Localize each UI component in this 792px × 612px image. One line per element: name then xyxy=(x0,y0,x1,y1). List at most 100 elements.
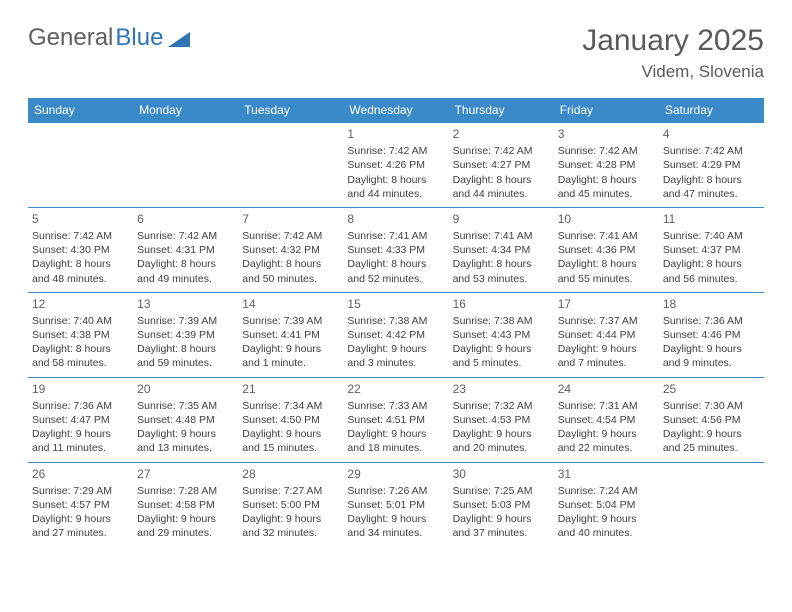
calendar-day-cell: 4Sunrise: 7:42 AMSunset: 4:29 PMDaylight… xyxy=(659,123,764,208)
dl1-text: Daylight: 9 hours xyxy=(137,512,234,526)
sunrise-text: Sunrise: 7:33 AM xyxy=(347,399,444,413)
sunset-text: Sunset: 5:01 PM xyxy=(347,498,444,512)
weekday-header: Saturday xyxy=(659,98,764,123)
calendar-day-cell xyxy=(133,123,238,208)
sunrise-text: Sunrise: 7:41 AM xyxy=(347,229,444,243)
calendar-day-cell xyxy=(659,462,764,546)
calendar-day-cell: 26Sunrise: 7:29 AMSunset: 4:57 PMDayligh… xyxy=(28,462,133,546)
sunrise-text: Sunrise: 7:24 AM xyxy=(558,484,655,498)
day-number: 15 xyxy=(347,296,444,312)
sunset-text: Sunset: 4:37 PM xyxy=(663,243,760,257)
sunset-text: Sunset: 4:38 PM xyxy=(32,328,129,342)
day-number: 18 xyxy=(663,296,760,312)
calendar-day-cell: 5Sunrise: 7:42 AMSunset: 4:30 PMDaylight… xyxy=(28,207,133,292)
calendar-day-cell: 12Sunrise: 7:40 AMSunset: 4:38 PMDayligh… xyxy=(28,292,133,377)
sunrise-text: Sunrise: 7:36 AM xyxy=(32,399,129,413)
sunset-text: Sunset: 4:33 PM xyxy=(347,243,444,257)
dl2-text: and 7 minutes. xyxy=(558,356,655,370)
dl2-text: and 59 minutes. xyxy=(137,356,234,370)
logo-triangle-icon xyxy=(168,29,190,47)
sunset-text: Sunset: 4:27 PM xyxy=(453,158,550,172)
calendar-day-cell: 29Sunrise: 7:26 AMSunset: 5:01 PMDayligh… xyxy=(343,462,448,546)
weekday-header: Sunday xyxy=(28,98,133,123)
sunrise-text: Sunrise: 7:41 AM xyxy=(558,229,655,243)
dl2-text: and 45 minutes. xyxy=(558,187,655,201)
sunset-text: Sunset: 4:29 PM xyxy=(663,158,760,172)
day-number: 25 xyxy=(663,381,760,397)
sunset-text: Sunset: 4:58 PM xyxy=(137,498,234,512)
dl1-text: Daylight: 9 hours xyxy=(32,512,129,526)
day-number: 29 xyxy=(347,466,444,482)
sunrise-text: Sunrise: 7:41 AM xyxy=(453,229,550,243)
sunrise-text: Sunrise: 7:25 AM xyxy=(453,484,550,498)
calendar-day-cell: 9Sunrise: 7:41 AMSunset: 4:34 PMDaylight… xyxy=(449,207,554,292)
day-number: 10 xyxy=(558,211,655,227)
calendar-week-row: 12Sunrise: 7:40 AMSunset: 4:38 PMDayligh… xyxy=(28,292,764,377)
calendar-day-cell: 2Sunrise: 7:42 AMSunset: 4:27 PMDaylight… xyxy=(449,123,554,208)
sunrise-text: Sunrise: 7:34 AM xyxy=(242,399,339,413)
sunset-text: Sunset: 4:47 PM xyxy=(32,413,129,427)
day-number: 21 xyxy=(242,381,339,397)
sunset-text: Sunset: 4:32 PM xyxy=(242,243,339,257)
dl1-text: Daylight: 9 hours xyxy=(242,427,339,441)
sunrise-text: Sunrise: 7:37 AM xyxy=(558,314,655,328)
sunset-text: Sunset: 4:43 PM xyxy=(453,328,550,342)
day-number: 1 xyxy=(347,126,444,142)
calendar-day-cell: 27Sunrise: 7:28 AMSunset: 4:58 PMDayligh… xyxy=(133,462,238,546)
sunrise-text: Sunrise: 7:38 AM xyxy=(347,314,444,328)
dl1-text: Daylight: 8 hours xyxy=(558,257,655,271)
sunrise-text: Sunrise: 7:30 AM xyxy=(663,399,760,413)
sunset-text: Sunset: 4:56 PM xyxy=(663,413,760,427)
weekday-header: Friday xyxy=(554,98,659,123)
sunrise-text: Sunrise: 7:40 AM xyxy=(663,229,760,243)
sunset-text: Sunset: 4:54 PM xyxy=(558,413,655,427)
day-number: 28 xyxy=(242,466,339,482)
calendar-day-cell: 6Sunrise: 7:42 AMSunset: 4:31 PMDaylight… xyxy=(133,207,238,292)
sunset-text: Sunset: 4:44 PM xyxy=(558,328,655,342)
dl2-text: and 37 minutes. xyxy=(453,526,550,540)
sunrise-text: Sunrise: 7:40 AM xyxy=(32,314,129,328)
dl2-text: and 5 minutes. xyxy=(453,356,550,370)
dl2-text: and 55 minutes. xyxy=(558,272,655,286)
weekday-header: Monday xyxy=(133,98,238,123)
calendar-day-cell: 17Sunrise: 7:37 AMSunset: 4:44 PMDayligh… xyxy=(554,292,659,377)
dl2-text: and 47 minutes. xyxy=(663,187,760,201)
calendar-day-cell: 23Sunrise: 7:32 AMSunset: 4:53 PMDayligh… xyxy=(449,377,554,462)
calendar-day-cell: 24Sunrise: 7:31 AMSunset: 4:54 PMDayligh… xyxy=(554,377,659,462)
calendar-day-cell: 30Sunrise: 7:25 AMSunset: 5:03 PMDayligh… xyxy=(449,462,554,546)
calendar-week-row: 26Sunrise: 7:29 AMSunset: 4:57 PMDayligh… xyxy=(28,462,764,546)
dl2-text: and 29 minutes. xyxy=(137,526,234,540)
dl2-text: and 13 minutes. xyxy=(137,441,234,455)
month-title: January 2025 xyxy=(582,24,764,58)
sunset-text: Sunset: 5:03 PM xyxy=(453,498,550,512)
dl1-text: Daylight: 8 hours xyxy=(347,257,444,271)
dl2-text: and 1 minute. xyxy=(242,356,339,370)
sunrise-text: Sunrise: 7:35 AM xyxy=(137,399,234,413)
dl2-text: and 11 minutes. xyxy=(32,441,129,455)
dl1-text: Daylight: 8 hours xyxy=(453,173,550,187)
dl1-text: Daylight: 9 hours xyxy=(558,342,655,356)
dl1-text: Daylight: 9 hours xyxy=(453,512,550,526)
calendar-day-cell: 21Sunrise: 7:34 AMSunset: 4:50 PMDayligh… xyxy=(238,377,343,462)
dl1-text: Daylight: 8 hours xyxy=(137,257,234,271)
calendar-day-cell xyxy=(28,123,133,208)
sunset-text: Sunset: 4:46 PM xyxy=(663,328,760,342)
dl2-text: and 34 minutes. xyxy=(347,526,444,540)
sunrise-text: Sunrise: 7:39 AM xyxy=(242,314,339,328)
sunrise-text: Sunrise: 7:42 AM xyxy=(242,229,339,243)
dl1-text: Daylight: 9 hours xyxy=(347,342,444,356)
calendar-day-cell: 15Sunrise: 7:38 AMSunset: 4:42 PMDayligh… xyxy=(343,292,448,377)
sunset-text: Sunset: 4:53 PM xyxy=(453,413,550,427)
dl1-text: Daylight: 8 hours xyxy=(137,342,234,356)
calendar-day-cell: 22Sunrise: 7:33 AMSunset: 4:51 PMDayligh… xyxy=(343,377,448,462)
calendar-day-cell: 14Sunrise: 7:39 AMSunset: 4:41 PMDayligh… xyxy=(238,292,343,377)
dl1-text: Daylight: 8 hours xyxy=(453,257,550,271)
calendar-day-cell: 31Sunrise: 7:24 AMSunset: 5:04 PMDayligh… xyxy=(554,462,659,546)
dl1-text: Daylight: 9 hours xyxy=(663,342,760,356)
day-number: 19 xyxy=(32,381,129,397)
sunset-text: Sunset: 4:26 PM xyxy=(347,158,444,172)
weekday-header-row: Sunday Monday Tuesday Wednesday Thursday… xyxy=(28,98,764,123)
calendar-day-cell: 16Sunrise: 7:38 AMSunset: 4:43 PMDayligh… xyxy=(449,292,554,377)
dl1-text: Daylight: 9 hours xyxy=(663,427,760,441)
sunrise-text: Sunrise: 7:29 AM xyxy=(32,484,129,498)
